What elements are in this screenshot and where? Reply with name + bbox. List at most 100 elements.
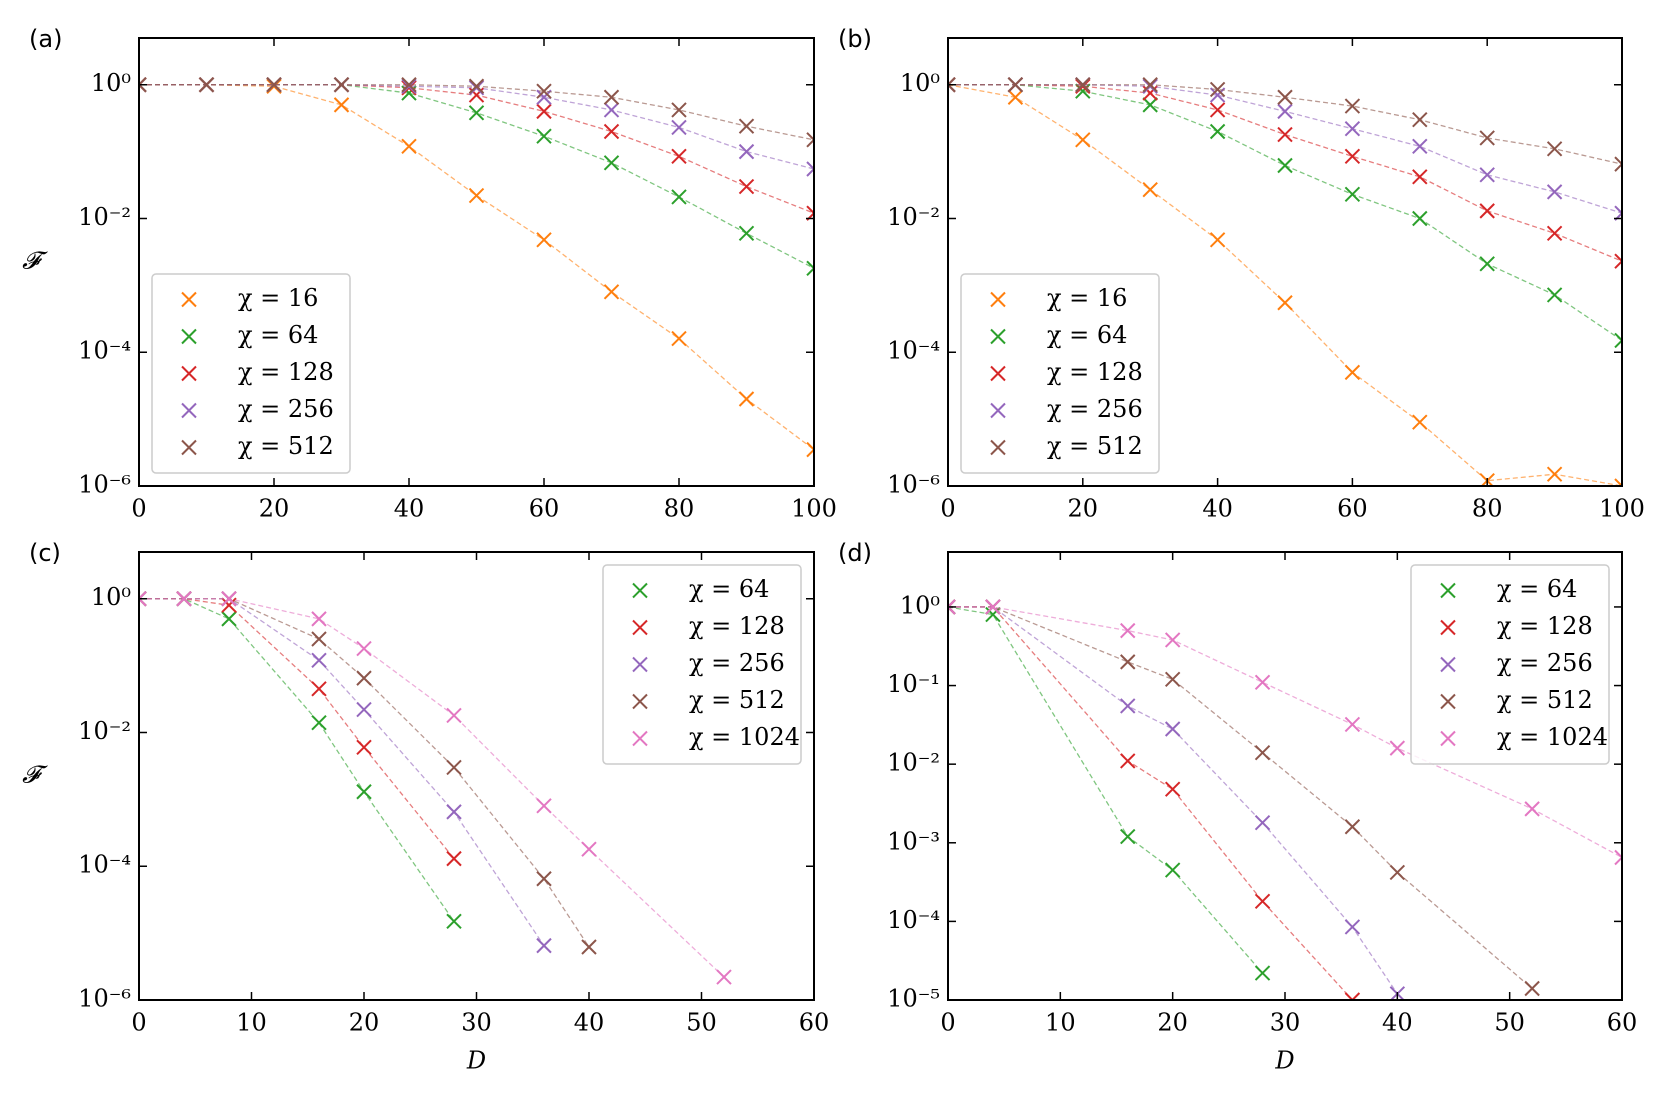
legend-label: χ = 256 — [238, 395, 334, 423]
marker — [266, 78, 282, 94]
marker — [1546, 141, 1563, 157]
legend-label: χ = 64 — [1497, 575, 1577, 603]
marker — [1614, 849, 1622, 866]
legend-label: χ = 128 — [1047, 358, 1143, 386]
legend-marker — [181, 402, 197, 419]
marker — [311, 715, 327, 731]
marker — [401, 80, 417, 96]
series-line — [139, 598, 455, 922]
x-tick-label: 20 — [349, 1009, 380, 1037]
y-tick-label: 10⁻⁶ — [887, 471, 940, 499]
marker — [581, 841, 597, 857]
legend-label: χ = 64 — [238, 321, 318, 349]
marker — [581, 939, 597, 955]
y-tick-label: 10⁻⁴ — [78, 337, 131, 365]
y-tick-label: 10⁻³ — [887, 827, 940, 855]
x-tick-label: 40 — [1382, 1009, 1413, 1037]
y-tick-label: 10⁻⁴ — [887, 337, 940, 365]
plot-area — [139, 77, 814, 458]
marker — [266, 77, 282, 93]
marker — [1344, 186, 1361, 203]
series-line — [139, 84, 814, 170]
marker — [536, 89, 552, 105]
legend: χ = 16 χ = 64 χ = 128 χ = 256 χ = 512 — [960, 273, 1160, 474]
marker — [1164, 671, 1181, 688]
marker — [221, 591, 237, 607]
x-tick-label: 10 — [1045, 1009, 1076, 1037]
marker — [1120, 698, 1136, 714]
marker — [1209, 123, 1226, 140]
legend-marker — [1440, 693, 1456, 710]
marker — [948, 77, 956, 93]
marker — [1120, 622, 1136, 639]
marker — [1254, 893, 1271, 910]
x-tick-label: 50 — [686, 1009, 717, 1037]
x-tick-label: 80 — [664, 495, 695, 523]
marker — [311, 652, 327, 669]
marker — [1277, 295, 1293, 311]
marker — [1344, 148, 1361, 165]
marker — [1254, 674, 1271, 691]
marker — [176, 591, 192, 607]
x-tick-label: 50 — [1494, 1009, 1525, 1037]
legend-box — [1410, 564, 1610, 765]
legend-marker — [990, 365, 1006, 382]
legend: χ = 64 χ = 128 χ = 256 χ = 512 χ = 1024 — [602, 564, 802, 765]
legend-label: χ = 128 — [238, 358, 334, 386]
marker — [536, 798, 552, 814]
y-tick-label: 10⁰ — [91, 583, 131, 611]
marker — [401, 138, 417, 155]
marker — [1254, 965, 1271, 981]
series-line — [948, 606, 1264, 974]
x-tick-label: 60 — [1337, 495, 1368, 523]
plot-area — [948, 77, 1622, 486]
series-line — [948, 84, 1622, 214]
marker — [603, 102, 620, 118]
marker — [221, 611, 237, 627]
marker — [1209, 232, 1226, 248]
marker — [1524, 801, 1540, 817]
legend: χ = 64 χ = 128 χ = 256 χ = 512 χ = 1024 — [1410, 564, 1610, 765]
legend-marker — [1440, 619, 1456, 636]
marker — [401, 77, 417, 93]
marker — [536, 83, 552, 99]
marker — [1614, 332, 1622, 349]
marker — [1277, 126, 1293, 143]
marker — [1142, 77, 1158, 93]
y-tick-label: 10⁻² — [887, 203, 940, 231]
x-tick-label: 0 — [940, 495, 955, 523]
marker — [446, 850, 462, 867]
legend-label: χ = 512 — [1047, 432, 1143, 460]
marker — [1277, 103, 1293, 120]
marker — [468, 78, 485, 94]
marker — [1164, 781, 1181, 797]
marker — [716, 969, 732, 985]
x-tick-label: 20 — [259, 495, 290, 523]
legend-marker — [632, 656, 648, 673]
panel-label: (b) — [838, 25, 872, 53]
panel-label: (d) — [838, 539, 872, 567]
x-tick-label: 30 — [461, 1009, 492, 1037]
y-tick-label: 10⁻² — [887, 749, 940, 777]
legend-label: χ = 1024 — [689, 723, 800, 751]
marker — [1344, 819, 1361, 835]
marker — [468, 105, 485, 121]
marker — [468, 187, 485, 204]
legend-label: χ = 512 — [689, 686, 785, 714]
x-tick-label: 100 — [1599, 495, 1645, 523]
marker — [1546, 184, 1563, 200]
x-tick-label: 0 — [940, 1009, 955, 1037]
marker — [1546, 225, 1563, 242]
y-tick-label: 10⁻⁶ — [78, 985, 131, 1013]
marker — [356, 784, 372, 800]
marker — [536, 871, 552, 887]
marker — [1164, 862, 1181, 878]
marker — [356, 739, 372, 756]
series-line — [948, 606, 1398, 995]
legend-marker — [1440, 730, 1456, 747]
marker — [806, 260, 814, 277]
x-tick-label: 20 — [1068, 495, 1099, 523]
marker — [1479, 203, 1495, 219]
x-tick-label: 30 — [1270, 1009, 1301, 1037]
marker — [1142, 85, 1158, 101]
